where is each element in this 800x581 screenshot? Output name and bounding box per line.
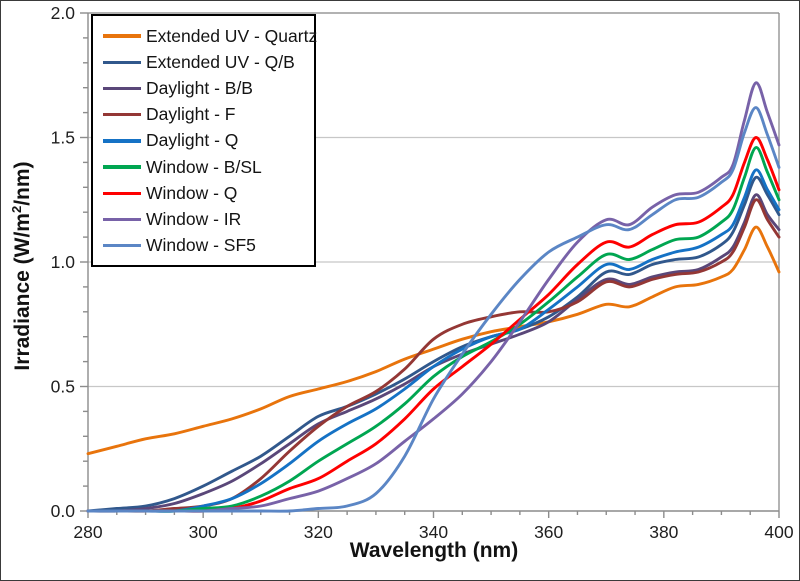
y-tick-label-1.0: 1.0 xyxy=(51,252,76,272)
legend-line-swatch xyxy=(103,243,141,248)
x-tick-label-360: 360 xyxy=(534,522,563,542)
y-tick-label-0.5: 0.5 xyxy=(51,377,75,397)
legend-label: Daylight - Q xyxy=(146,130,239,151)
y-tick-label-1.5: 1.5 xyxy=(51,128,75,148)
legend-label: Daylight - F xyxy=(146,104,236,125)
x-axis-title: Wavelength (nm) xyxy=(349,539,519,562)
legend-label: Extended UV - Quartz xyxy=(146,25,318,46)
legend-item-extended-uv-q-b: Extended UV - Q/B xyxy=(103,49,314,75)
legend-label: Daylight - B/B xyxy=(146,77,253,98)
legend-line-swatch xyxy=(103,60,141,64)
legend-item-daylight-q: Daylight - Q xyxy=(103,128,314,154)
legend-label: Window - SF5 xyxy=(146,235,256,256)
y-tick-label-0.0: 0.0 xyxy=(51,501,76,521)
y-tick-label-2.0: 2.0 xyxy=(51,3,76,23)
legend-line-swatch xyxy=(103,217,141,222)
legend-line-swatch xyxy=(103,165,141,169)
x-tick-label-340: 340 xyxy=(419,522,448,542)
x-tick-label-320: 320 xyxy=(304,522,333,542)
legend-item-daylight-f: Daylight - F xyxy=(103,102,314,128)
y-axis-title: Irradiance (W/m2/nm) xyxy=(9,161,34,371)
series-line-window-sf5 xyxy=(86,106,781,513)
legend-label: Extended UV - Q/B xyxy=(146,51,295,72)
legend-item-window-b-sl: Window - B/SL xyxy=(103,154,314,180)
legend-label: Window - Q xyxy=(146,182,238,203)
legend-label: Window - IR xyxy=(146,208,242,229)
legend-line-swatch xyxy=(103,139,141,143)
x-tick-label-300: 300 xyxy=(189,522,218,542)
legend-item-window-sf5: Window - SF5 xyxy=(103,233,314,259)
series-line-window-b-sl xyxy=(86,146,781,513)
legend: Extended UV - Quartz Extended UV - Q/B Day… xyxy=(91,14,318,267)
legend-line-swatch xyxy=(103,112,141,117)
x-tick-label-400: 400 xyxy=(764,522,793,542)
legend-line-swatch xyxy=(103,86,141,91)
series-line-extended-uv-quartz xyxy=(86,225,781,456)
legend-item-window-ir: Window - IR xyxy=(103,206,314,232)
legend-item-window-q: Window - Q xyxy=(103,180,314,206)
x-tick-label-280: 280 xyxy=(73,522,102,542)
legend-line-swatch xyxy=(103,191,141,195)
x-tick-label-380: 380 xyxy=(649,522,678,542)
legend-label: Window - B/SL xyxy=(146,156,262,177)
legend-item-daylight-b-b: Daylight - B/B xyxy=(103,75,314,101)
legend-line-swatch xyxy=(103,34,141,38)
series-line-daylight-q xyxy=(86,168,781,513)
legend-item-extended-uv-quartz: Extended UV - Quartz xyxy=(103,23,318,49)
series-line-window-ir xyxy=(86,81,781,513)
